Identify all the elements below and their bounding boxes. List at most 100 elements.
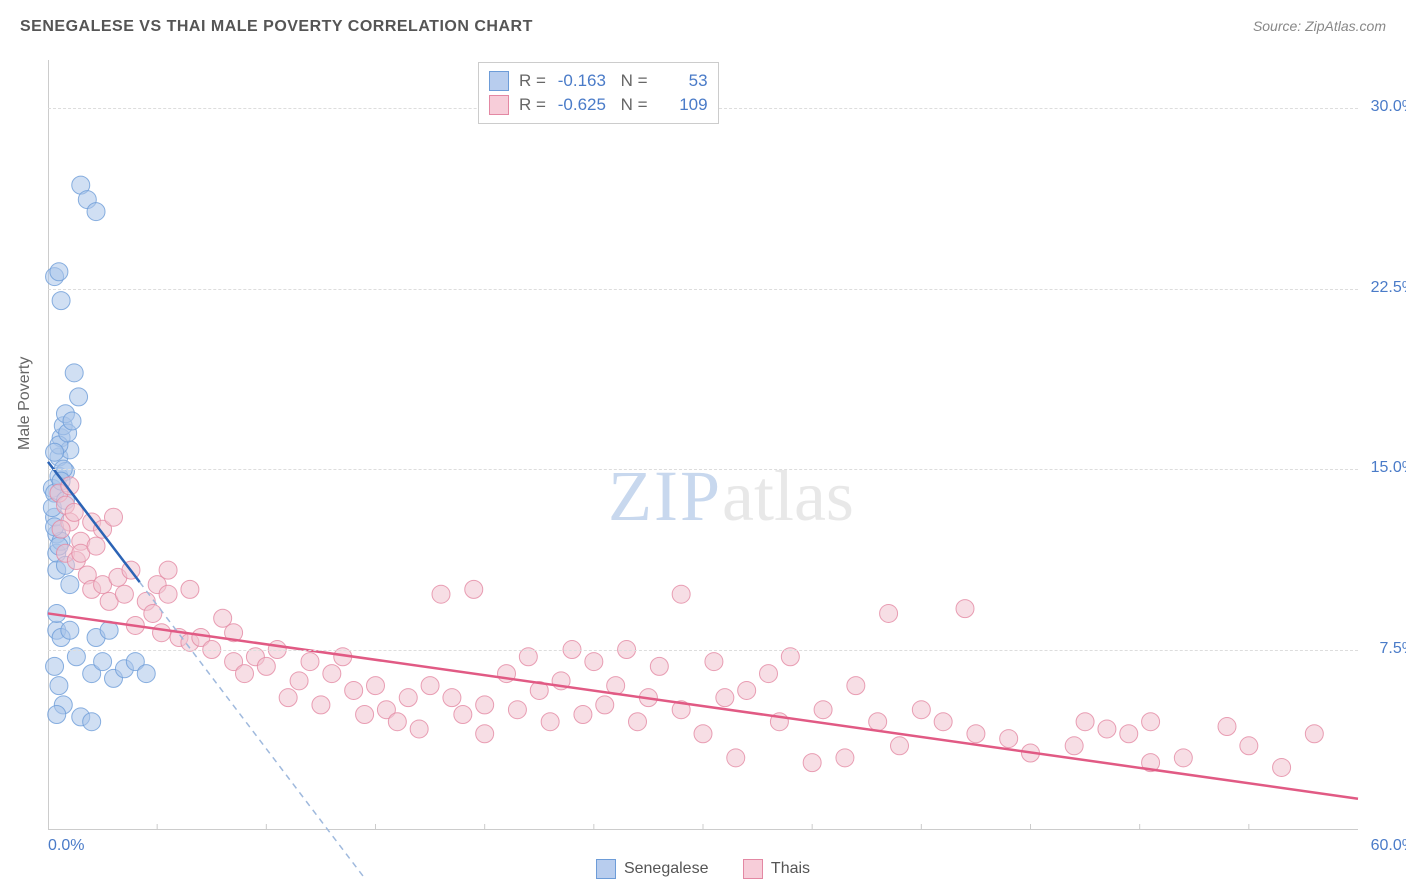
data-point xyxy=(61,621,79,639)
data-point xyxy=(1142,713,1160,731)
data-point xyxy=(476,696,494,714)
data-point xyxy=(345,681,363,699)
gridline-h xyxy=(48,289,1358,290)
r-value-senegalese: -0.163 xyxy=(556,69,606,93)
bottom-legend: Senegalese Thais xyxy=(0,859,1406,884)
data-point xyxy=(52,292,70,310)
data-point xyxy=(1273,758,1291,776)
data-point xyxy=(159,561,177,579)
x-tick-label-min: 0.0% xyxy=(48,837,84,855)
data-point xyxy=(891,737,909,755)
data-point xyxy=(144,604,162,622)
stats-legend-box: R = -0.163 N = 53 R = -0.625 N = 109 xyxy=(478,62,719,124)
data-point xyxy=(48,706,66,724)
header: SENEGALESE VS THAI MALE POVERTY CORRELAT… xyxy=(20,18,1386,48)
legend-item-thais: Thais xyxy=(743,859,810,879)
data-point xyxy=(83,713,101,731)
data-point xyxy=(1174,749,1192,767)
data-point xyxy=(312,696,330,714)
y-tick-label: 15.0% xyxy=(1361,459,1406,477)
trend-line xyxy=(48,613,1358,798)
swatch-senegalese xyxy=(489,71,509,91)
data-point xyxy=(727,749,745,767)
stats-row-thais: R = -0.625 N = 109 xyxy=(489,93,708,117)
data-point xyxy=(388,713,406,731)
y-tick-label: 7.5% xyxy=(1361,640,1406,658)
data-point xyxy=(869,713,887,731)
data-point xyxy=(236,665,254,683)
data-point xyxy=(912,701,930,719)
data-point xyxy=(847,677,865,695)
y-axis-label: Male Poverty xyxy=(16,357,34,450)
data-point xyxy=(63,412,81,430)
data-point xyxy=(956,600,974,618)
legend-label-thais: Thais xyxy=(771,860,810,878)
legend-item-senegalese: Senegalese xyxy=(596,859,709,879)
data-point xyxy=(257,657,275,675)
data-point xyxy=(399,689,417,707)
data-point xyxy=(1305,725,1323,743)
data-point xyxy=(465,580,483,598)
data-point xyxy=(738,681,756,699)
data-point xyxy=(279,689,297,707)
data-point xyxy=(52,520,70,538)
data-point xyxy=(181,580,199,598)
swatch-thais xyxy=(743,859,763,879)
plot-region: 7.5%15.0%22.5%30.0%0.0%60.0% xyxy=(48,60,1358,830)
data-point xyxy=(159,585,177,603)
source-attribution: Source: ZipAtlas.com xyxy=(1253,18,1386,34)
data-point xyxy=(70,388,88,406)
data-point xyxy=(1218,718,1236,736)
data-point xyxy=(672,585,690,603)
data-point xyxy=(290,672,308,690)
data-point xyxy=(574,706,592,724)
data-point xyxy=(1120,725,1138,743)
data-point xyxy=(432,585,450,603)
data-point xyxy=(46,657,64,675)
data-point xyxy=(301,653,319,671)
data-point xyxy=(137,665,155,683)
data-point xyxy=(454,706,472,724)
data-point xyxy=(421,677,439,695)
data-point xyxy=(61,576,79,594)
data-point xyxy=(1240,737,1258,755)
data-point xyxy=(410,720,428,738)
data-point xyxy=(1000,730,1018,748)
data-point xyxy=(87,537,105,555)
data-point xyxy=(1076,713,1094,731)
data-point xyxy=(153,624,171,642)
data-point xyxy=(650,657,668,675)
swatch-senegalese xyxy=(596,859,616,879)
data-point xyxy=(967,725,985,743)
y-tick-label: 22.5% xyxy=(1361,279,1406,297)
data-point xyxy=(367,677,385,695)
y-tick-label: 30.0% xyxy=(1361,98,1406,116)
data-point xyxy=(934,713,952,731)
data-point xyxy=(541,713,559,731)
r-value-thais: -0.625 xyxy=(556,93,606,117)
stats-row-senegalese: R = -0.163 N = 53 xyxy=(489,69,708,93)
data-point xyxy=(87,203,105,221)
data-point xyxy=(880,604,898,622)
data-point xyxy=(356,706,374,724)
data-point xyxy=(443,689,461,707)
data-point xyxy=(65,364,83,382)
data-point xyxy=(629,713,647,731)
gridline-h xyxy=(48,650,1358,651)
x-tick-label-max: 60.0% xyxy=(1371,837,1406,855)
data-point xyxy=(50,263,68,281)
data-point xyxy=(115,585,133,603)
chart-area: 7.5%15.0%22.5%30.0%0.0%60.0% ZIPatlas R … xyxy=(48,60,1358,830)
data-point xyxy=(323,665,341,683)
data-point xyxy=(476,725,494,743)
data-point xyxy=(508,701,526,719)
data-point xyxy=(105,508,123,526)
gridline-h xyxy=(48,469,1358,470)
data-point xyxy=(1098,720,1116,738)
n-value-senegalese: 53 xyxy=(658,69,708,93)
legend-label-senegalese: Senegalese xyxy=(624,860,709,878)
data-point xyxy=(814,701,832,719)
n-label: N = xyxy=(616,93,648,117)
data-point xyxy=(803,754,821,772)
r-label: R = xyxy=(519,93,546,117)
